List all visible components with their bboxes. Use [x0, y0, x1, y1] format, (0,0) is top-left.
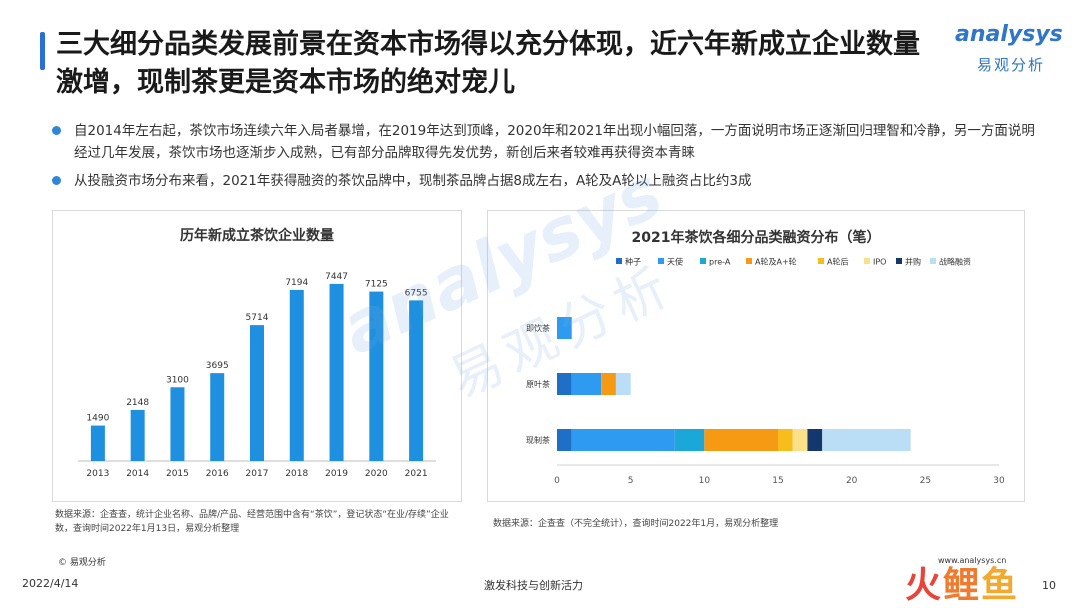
chart-title-financing: 2021年茶饮各细分品类融资分布（笔）	[631, 230, 881, 246]
legend-label-天使: 天使	[667, 257, 683, 267]
bar-segment-原叶茶-战略融资	[615, 373, 631, 395]
legend-swatch-A轮及A+轮	[746, 258, 752, 264]
bar-2017	[250, 325, 264, 461]
x-tick-label-25: 25	[920, 476, 931, 486]
bullet-dot-icon	[52, 176, 61, 185]
bar-segment-原叶茶-种子	[557, 373, 572, 395]
chart-card-new-companies: 历年新成立茶饮企业数量 1490 2013 2148 2014 3100 2015 3695…	[52, 210, 462, 502]
bullet-item: 从投融资市场分布来看，2021年获得融资的茶饮品牌中，现制茶品牌占据8成左右，A…	[52, 170, 1042, 192]
x-tick-label-30: 30	[993, 476, 1005, 486]
tick-label-2016: 2016	[206, 469, 229, 479]
category-label-即饮茶: 即饮茶	[526, 323, 550, 333]
footer-slogan: 激发科技与创新活力	[484, 579, 583, 592]
legend-label-pre-A: pre-A	[709, 258, 731, 267]
data-label-2016: 3695	[206, 361, 229, 371]
bar-2021	[409, 300, 424, 461]
bar-segment-现制茶-pre-A	[674, 429, 705, 451]
category-label-原叶茶: 原叶茶	[526, 379, 550, 389]
legend-swatch-pre-A	[700, 258, 706, 264]
tick-label-2017: 2017	[246, 469, 269, 479]
bar-2020	[369, 291, 384, 461]
chart-card-financing: 2021年茶饮各细分品类融资分布（笔） 种子 天使 pre-A A轮及A+轮 A轮后 IP…	[487, 210, 1025, 502]
tick-label-2018: 2018	[285, 469, 308, 479]
data-label-2017: 5714	[246, 313, 269, 323]
x-tick-label-10: 10	[699, 476, 711, 486]
tick-label-2014: 2014	[126, 469, 149, 479]
bullet-item: 自2014年左右起，茶饮市场连续六年入局者暴增，在2019年达到顶峰，2020年…	[52, 120, 1042, 164]
page-number: 10	[1042, 579, 1056, 592]
legend-swatch-种子	[616, 258, 622, 264]
bar-2018	[289, 289, 304, 461]
legend-swatch-战略融资	[930, 258, 936, 264]
tick-label-2015: 2015	[166, 469, 189, 479]
bar-segment-现制茶-IPO	[792, 429, 808, 451]
data-label-2018: 7194	[285, 278, 308, 288]
chart-title-new-companies: 历年新成立茶饮企业数量	[180, 228, 334, 244]
legend-swatch-IPO	[864, 258, 870, 264]
logo-text-cn: 易观分析	[977, 56, 1046, 74]
bar-segment-即饮茶-天使	[557, 317, 572, 339]
data-label-2013: 1490	[86, 414, 109, 424]
legend-swatch-天使	[658, 258, 664, 264]
bullet-list: 自2014年左右起，茶饮市场连续六年入局者暴增，在2019年达到顶峰，2020年…	[52, 120, 1042, 198]
bar-2015	[170, 387, 185, 461]
x-tick-label-20: 20	[846, 476, 858, 486]
brand-char: 鱼	[981, 565, 1020, 606]
category-label-现制茶: 现制茶	[526, 435, 550, 445]
legend-label-并购: 并购	[905, 257, 921, 267]
bullet-text: 从投融资市场分布来看，2021年获得融资的茶饮品牌中，现制茶品牌占据8成左右，A…	[74, 173, 752, 189]
title-accent-bar	[40, 32, 45, 70]
logo-text-en: analysys	[955, 22, 1063, 47]
data-label-2014: 2148	[126, 398, 149, 408]
bar-2019	[329, 283, 344, 461]
bar-segment-现制茶-并购	[807, 429, 823, 451]
bar-segment-现制茶-战略融资	[822, 429, 911, 451]
tick-label-2019: 2019	[325, 469, 348, 479]
bar-segment-现制茶-种子	[557, 429, 572, 451]
analysys-logo: analysys 易观分析	[955, 22, 1065, 78]
brand-logo: 火鲤鱼	[905, 556, 1019, 608]
legend-label-战略融资: 战略融资	[939, 257, 971, 267]
bar-segment-原叶茶-A轮及A+轮	[601, 373, 616, 395]
bullet-text: 自2014年左右起，茶饮市场连续六年入局者暴增，在2019年达到顶峰，2020年…	[74, 123, 1035, 161]
data-label-2015: 3100	[166, 375, 189, 385]
x-tick-label-15: 15	[772, 476, 783, 486]
bar-2013	[90, 425, 105, 461]
bar-2016	[210, 373, 225, 461]
page-title: 三大细分品类发展前景在资本市场得以充分体现，近六年新成立企业数量激增，现制茶更是…	[56, 29, 920, 98]
brand-char: 火	[905, 565, 944, 606]
tick-label-2013: 2013	[86, 469, 109, 479]
tick-label-2021: 2021	[405, 469, 428, 479]
data-label-2020: 7125	[365, 280, 388, 290]
bullet-dot-icon	[52, 126, 61, 135]
legend-label-种子: 种子	[625, 257, 641, 267]
legend-swatch-A轮后	[818, 258, 824, 264]
bar-segment-现制茶-天使	[571, 429, 675, 451]
copyright: © 易观分析	[58, 558, 106, 568]
bar-segment-原叶茶-天使	[571, 373, 602, 395]
website: www.analysys.cn	[938, 556, 1007, 565]
x-tick-label-0: 0	[554, 476, 560, 486]
legend-label-A轮及A+轮: A轮及A+轮	[755, 257, 797, 267]
footer-date: 2022/4/14	[22, 577, 79, 590]
tick-label-2020: 2020	[365, 469, 388, 479]
data-label-2019: 7447	[325, 272, 348, 282]
bar-segment-现制茶-A轮及A+轮	[704, 429, 778, 451]
stacked-bar-chart-financing: 种子 天使 pre-A A轮及A+轮 A轮后 IPO 并购 战略融资 0 5 10 15 20 25 30 即…	[526, 257, 1005, 487]
bar-chart-new-companies: 1490 2013 2148 2014 3100 2015 3695 2016 5714 2017…	[78, 272, 436, 479]
legend-swatch-并购	[896, 258, 902, 264]
source-note-left: 数据来源：企查查，统计企业名称、品牌/产品、经营范围中含有“茶饮”，登记状态“在…	[55, 510, 449, 534]
bar-2014	[130, 409, 145, 461]
source-note-right: 数据来源：企查查（不完全统计），查询时间2022年1月，易观分析整理	[493, 519, 779, 529]
x-tick-label-5: 5	[628, 476, 634, 486]
legend-label-IPO: IPO	[873, 258, 886, 267]
data-label-2021: 6755	[405, 288, 428, 298]
bar-segment-现制茶-A轮后	[778, 429, 793, 451]
brand-char: 鲤	[943, 565, 982, 606]
legend-label-A轮后: A轮后	[827, 257, 848, 267]
